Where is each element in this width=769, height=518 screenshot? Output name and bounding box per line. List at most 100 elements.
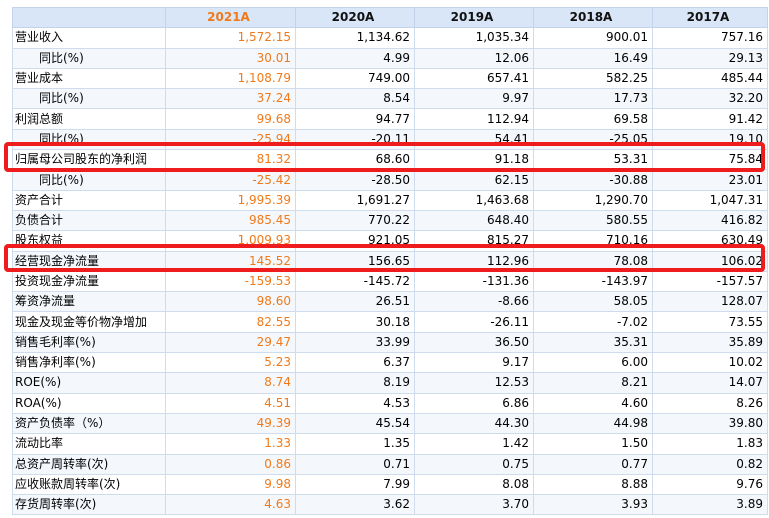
row-label: 资产合计 — [12, 189, 166, 211]
row-label: 筹资净流量 — [12, 291, 166, 313]
cell-value: 8.88 — [533, 473, 653, 496]
cell-value: 128.07 — [652, 291, 768, 313]
cell-value: 0.71 — [295, 453, 415, 475]
cell-value: 98.60 — [165, 291, 296, 313]
cell-value: 1,995.39 — [165, 189, 296, 211]
cell-value: 0.82 — [652, 453, 768, 475]
cell-value: 657.41 — [414, 67, 534, 90]
cell-value: 1,463.68 — [414, 189, 534, 211]
cell-value: 69.58 — [533, 108, 653, 130]
table-row: 营业收入 1,572.15 1,134.62 1,035.34 900.01 757.16 — [12, 27, 768, 49]
cell-value: 0.77 — [533, 453, 653, 475]
cell-value: 648.40 — [414, 209, 534, 232]
cell-value: 1,047.31 — [652, 189, 768, 211]
row-label: 营业成本 — [12, 67, 166, 90]
cell-value: 921.05 — [295, 230, 415, 252]
cell-value: 1,035.34 — [414, 27, 534, 49]
cell-value: 1,108.79 — [165, 67, 296, 90]
cell-value: 53.31 — [533, 149, 653, 171]
cell-value: 5.23 — [165, 352, 296, 374]
cell-value: 37.24 — [165, 88, 296, 110]
row-label: 负债合计 — [12, 209, 166, 232]
cell-value: 4.51 — [165, 392, 296, 414]
table-row: 总资产周转率(次) 0.86 0.71 0.75 0.77 0.82 — [12, 453, 768, 475]
cell-value: 145.52 — [165, 250, 296, 272]
cell-value: 1,009.93 — [165, 230, 296, 252]
cell-value: 9.17 — [414, 352, 534, 374]
cell-value: -25.94 — [165, 128, 296, 151]
cell-value: 985.45 — [165, 209, 296, 232]
cell-value: 0.75 — [414, 453, 534, 475]
cell-value: -30.88 — [533, 169, 653, 191]
row-label: 利润总额 — [12, 108, 166, 130]
cell-value: -131.36 — [414, 270, 534, 293]
cell-value: 99.68 — [165, 108, 296, 130]
cell-value: -145.72 — [295, 270, 415, 293]
cell-value: 770.22 — [295, 209, 415, 232]
cell-value: 7.99 — [295, 473, 415, 496]
table-row: 归属母公司股东的净利润 81.32 68.60 91.18 53.31 75.84 — [12, 149, 768, 171]
table-row: 负债合计 985.45 770.22 648.40 580.55 416.82 — [12, 209, 768, 232]
cell-value: 9.98 — [165, 473, 296, 496]
cell-value: 30.01 — [165, 47, 296, 69]
cell-value: 58.05 — [533, 291, 653, 313]
cell-value: 14.07 — [652, 372, 768, 394]
row-label: 同比(%) — [12, 169, 166, 191]
cell-value: 9.97 — [414, 88, 534, 110]
cell-value: 580.55 — [533, 209, 653, 232]
table-row: 资产负债率（%） 49.39 45.54 44.30 44.98 39.80 — [12, 412, 768, 435]
table-row: 投资现金净流量 -159.53 -145.72 -131.36 -143.97 -157.… — [12, 270, 768, 293]
cell-value: -20.11 — [295, 128, 415, 151]
cell-value: 485.44 — [652, 67, 768, 90]
cell-value: 73.55 — [652, 311, 768, 333]
header-2017a: 2017A — [652, 6, 768, 29]
table-body: 营业收入 1,572.15 1,134.62 1,035.34 900.01 757.16… — [12, 27, 768, 516]
cell-value: -8.66 — [414, 291, 534, 313]
cell-value: 35.31 — [533, 331, 653, 354]
row-label: 现金及现金等价物净增加 — [12, 311, 166, 333]
table-header-row: 2021A 2020A 2019A 2018A 2017A — [12, 6, 768, 29]
cell-value: 6.37 — [295, 352, 415, 374]
table-row: 股东权益 1,009.93 921.05 815.27 710.16 630.49 — [12, 230, 768, 252]
cell-value: 12.53 — [414, 372, 534, 394]
financial-summary-table: 2021A 2020A 2019A 2018A 2017A 营业收入 1,572.… — [12, 6, 768, 516]
row-label: 资产负债率（%） — [12, 412, 166, 435]
cell-value: 1,290.70 — [533, 189, 653, 211]
cell-value: 749.00 — [295, 67, 415, 90]
row-label: 同比(%) — [12, 128, 166, 151]
cell-value: 29.47 — [165, 331, 296, 354]
header-2021a: 2021A — [165, 6, 296, 29]
cell-value: 1.50 — [533, 433, 653, 455]
cell-value: 4.53 — [295, 392, 415, 414]
row-label: 投资现金净流量 — [12, 270, 166, 293]
cell-value: 8.26 — [652, 392, 768, 414]
cell-value: 1.35 — [295, 433, 415, 455]
cell-value: 6.00 — [533, 352, 653, 374]
cell-value: 900.01 — [533, 27, 653, 49]
table-row: 同比(%) 37.24 8.54 9.97 17.73 32.20 — [12, 88, 768, 110]
cell-value: -143.97 — [533, 270, 653, 293]
row-label: 经营现金净流量 — [12, 250, 166, 272]
cell-value: 3.62 — [295, 494, 415, 516]
cell-value: 8.08 — [414, 473, 534, 496]
cell-value: 156.65 — [295, 250, 415, 272]
cell-value: 1.42 — [414, 433, 534, 455]
row-label: 销售毛利率(%) — [12, 331, 166, 354]
table-row: 销售毛利率(%) 29.47 33.99 36.50 35.31 35.89 — [12, 331, 768, 354]
table-row: 应收账款周转率(次) 9.98 7.99 8.08 8.88 9.76 — [12, 473, 768, 496]
cell-value: 8.54 — [295, 88, 415, 110]
cell-value: 3.93 — [533, 494, 653, 516]
cell-value: 62.15 — [414, 169, 534, 191]
cell-value: 630.49 — [652, 230, 768, 252]
cell-value: 112.94 — [414, 108, 534, 130]
table-row: 流动比率 1.33 1.35 1.42 1.50 1.83 — [12, 433, 768, 455]
table-row: 利润总额 99.68 94.77 112.94 69.58 91.42 — [12, 108, 768, 130]
cell-value: -28.50 — [295, 169, 415, 191]
cell-value: 54.41 — [414, 128, 534, 151]
table-row: 销售净利率(%) 5.23 6.37 9.17 6.00 10.02 — [12, 352, 768, 374]
row-label: 同比(%) — [12, 47, 166, 69]
cell-value: 1,572.15 — [165, 27, 296, 49]
row-label: 存货周转率(次) — [12, 494, 166, 516]
cell-value: 582.25 — [533, 67, 653, 90]
cell-value: 82.55 — [165, 311, 296, 333]
